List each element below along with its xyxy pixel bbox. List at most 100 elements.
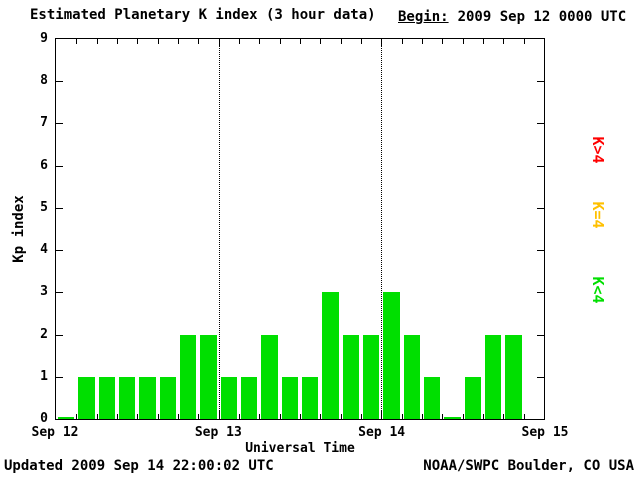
- kp-bar-13: [322, 292, 339, 419]
- y-tick: [537, 165, 544, 167]
- x-major-tick: [381, 411, 383, 419]
- x-minor-tick: [320, 414, 322, 419]
- kp-bar-17: [403, 334, 420, 419]
- y-tick: [537, 250, 544, 252]
- y-tick: [56, 165, 63, 167]
- kp-bar-10: [261, 334, 278, 419]
- x-minor-tick: [361, 414, 362, 419]
- y-tick: [56, 376, 63, 378]
- x-major-tick: [218, 39, 220, 47]
- y-tick: [537, 81, 544, 83]
- legend-item-0: K>4: [589, 136, 607, 164]
- x-tick-label-0: Sep 12: [31, 425, 79, 440]
- x-minor-tick: [442, 414, 444, 419]
- x-minor-tick: [117, 39, 118, 44]
- x-minor-tick: [462, 414, 464, 419]
- x-minor-tick: [96, 39, 98, 44]
- y-tick: [56, 292, 63, 294]
- x-minor-tick: [340, 39, 342, 44]
- plot-area: [55, 38, 545, 420]
- legend-item-2: K<4: [589, 276, 607, 304]
- kp-bar-6: [180, 334, 197, 419]
- x-minor-tick: [483, 414, 484, 419]
- x-minor-tick: [178, 39, 179, 44]
- day-boundary-line-1: [381, 39, 383, 419]
- x-tick-label-3: Sep 15: [521, 425, 569, 440]
- x-minor-tick: [483, 39, 484, 44]
- y-tick: [537, 376, 544, 378]
- kp-bar-14: [342, 334, 359, 419]
- kp-bar-4: [139, 376, 156, 419]
- y-tick: [56, 334, 63, 336]
- x-minor-tick: [137, 414, 139, 419]
- begin-label: Begin:: [398, 9, 449, 25]
- y-axis-title: Kp index: [11, 195, 27, 263]
- x-minor-tick: [178, 414, 179, 419]
- y-tick-label-1: 1: [40, 368, 48, 384]
- y-tick-label-5: 5: [40, 199, 48, 215]
- x-minor-tick: [198, 39, 200, 44]
- x-minor-tick: [442, 39, 444, 44]
- chart-title: Estimated Planetary K index (3 hour data…: [30, 7, 376, 23]
- kp-bar-9: [241, 376, 258, 419]
- y-tick-label-6: 6: [40, 157, 48, 173]
- y-tick: [537, 334, 544, 336]
- kp-bar-11: [281, 376, 298, 419]
- x-minor-tick: [320, 39, 322, 44]
- kp-bar-20: [464, 376, 481, 419]
- y-tick: [537, 207, 544, 209]
- x-minor-tick: [157, 414, 159, 419]
- kp-bar-8: [220, 376, 237, 419]
- x-minor-tick: [76, 414, 78, 419]
- legend-item-1: K=4: [589, 201, 607, 229]
- x-minor-tick: [239, 414, 240, 419]
- x-minor-tick: [422, 39, 423, 44]
- kp-bar-5: [159, 376, 176, 419]
- x-minor-tick: [503, 414, 505, 419]
- y-tick: [537, 292, 544, 294]
- y-tick-label-4: 4: [40, 242, 48, 258]
- x-minor-tick: [117, 414, 118, 419]
- begin-value: 2009 Sep 12 0000 UTC: [457, 9, 627, 25]
- x-minor-tick: [300, 39, 301, 44]
- x-minor-tick: [401, 39, 403, 44]
- x-minor-tick: [76, 39, 78, 44]
- x-minor-tick: [157, 39, 159, 44]
- x-minor-tick: [503, 39, 505, 44]
- kp-bar-18: [424, 376, 441, 419]
- x-tick-label-1: Sep 13: [194, 425, 242, 440]
- x-minor-tick: [239, 39, 240, 44]
- y-tick-label-0: 0: [40, 411, 48, 426]
- kp-bar-12: [302, 376, 319, 419]
- kp-bar-21: [485, 334, 502, 419]
- source-caption: NOAA/SWPC Boulder, CO USA: [423, 458, 634, 474]
- x-major-tick: [218, 411, 220, 419]
- x-minor-tick: [361, 39, 362, 44]
- x-minor-tick: [340, 414, 342, 419]
- kp-bar-19: [444, 417, 461, 419]
- y-tick-label-8: 8: [40, 73, 48, 89]
- kp-bar-0: [58, 417, 75, 419]
- y-tick-label-7: 7: [40, 115, 48, 131]
- x-minor-tick: [137, 39, 139, 44]
- x-axis-title: Universal Time: [245, 441, 355, 456]
- y-tick-label-2: 2: [40, 326, 48, 342]
- x-minor-tick: [401, 414, 403, 419]
- x-minor-tick: [523, 414, 525, 419]
- begin-caption: Begin: 2009 Sep 12 0000 UTC: [398, 9, 626, 25]
- x-minor-tick: [259, 39, 261, 44]
- y-tick: [56, 207, 63, 209]
- x-minor-tick: [300, 414, 301, 419]
- x-minor-tick: [523, 39, 525, 44]
- y-tick: [56, 81, 63, 83]
- x-minor-tick: [198, 414, 200, 419]
- y-tick-label-9: 9: [40, 31, 48, 46]
- x-minor-tick: [279, 39, 281, 44]
- y-tick-label-3: 3: [40, 284, 48, 300]
- y-tick: [56, 250, 63, 252]
- kp-bar-22: [505, 334, 522, 419]
- kp-bar-7: [200, 334, 217, 419]
- x-minor-tick: [96, 414, 98, 419]
- x-tick-label-2: Sep 14: [358, 425, 406, 440]
